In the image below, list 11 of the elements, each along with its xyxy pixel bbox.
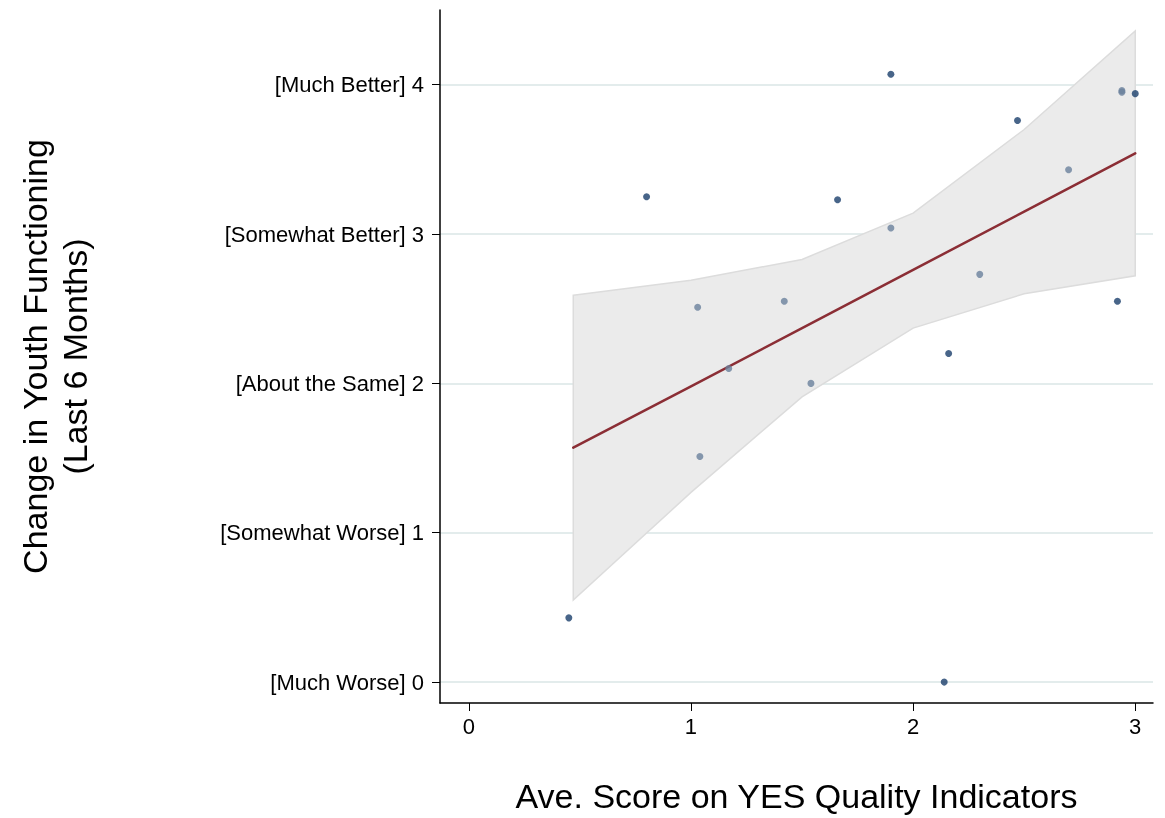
x-axis-title: Ave. Score on YES Quality Indicators <box>515 777 1078 815</box>
y-tick-label: [Much Better] 4 <box>274 72 424 98</box>
x-tick-label: 1 <box>684 713 698 739</box>
x-tick-label: 3 <box>1129 713 1142 739</box>
y-tick-label: [Much Worse] 0 <box>270 669 424 695</box>
x-tick-label: 2 <box>906 713 920 739</box>
x-tick-label: 0 <box>462 713 475 739</box>
y-tick-label: [Somewhat Better] 3 <box>224 221 424 247</box>
y-axis-title: Change in Youth Functioning (Last 6 Months) <box>16 139 94 574</box>
y-tick-label: [About the Same] 2 <box>235 370 424 396</box>
y-tick-label: [Somewhat Worse] 1 <box>220 520 424 546</box>
